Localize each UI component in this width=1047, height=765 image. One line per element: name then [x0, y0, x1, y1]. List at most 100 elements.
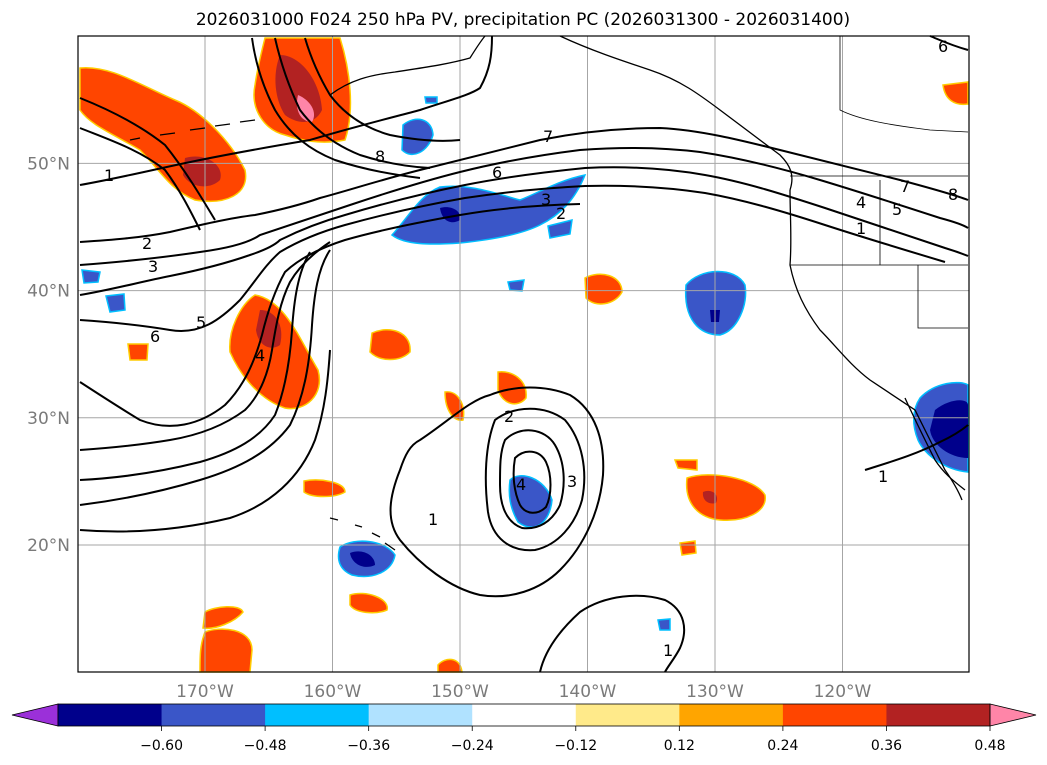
pv-label: 6 — [492, 163, 502, 182]
lat-tick-label: 50°N — [27, 154, 70, 174]
pv-contour — [304, 37, 461, 142]
figure-title: 2026031000 F024 250 hPa PV, precipitatio… — [196, 10, 850, 30]
colorbar-tick-label: −0.36 — [347, 738, 390, 754]
pv-contour — [484, 407, 586, 552]
map-panel: 1 2 3 5 6 4 7 8 6 3 2 2 3 4 1 1 1 1 4 5 … — [77, 35, 970, 673]
pv-contour — [79, 203, 581, 427]
pv-contour-labels: 1 2 3 5 6 4 7 8 6 3 2 2 3 4 1 1 1 1 4 5 … — [104, 37, 958, 660]
precip-blob — [685, 474, 766, 521]
colorbar-tick-label: 0.24 — [767, 738, 798, 754]
precip-blob — [199, 628, 253, 673]
colorbar-segment — [265, 704, 370, 726]
pv-label: 2 — [142, 234, 152, 253]
precip-blob — [657, 618, 671, 631]
latitude-labels: 50°N 40°N 30°N 20°N — [27, 154, 70, 556]
lat-tick-label: 40°N — [27, 282, 70, 302]
lon-tick-label: 120°W — [814, 682, 872, 702]
pv-contour — [498, 429, 565, 530]
pv-label: 6 — [150, 327, 160, 346]
pv-label: 1 — [878, 467, 888, 486]
pv-contour — [274, 37, 431, 169]
precip-blob — [942, 81, 969, 106]
pv-label: 1 — [104, 166, 114, 185]
precip-core — [930, 400, 968, 458]
pv-label: 8 — [948, 185, 958, 204]
pv-label: 5 — [892, 200, 902, 219]
state-border — [790, 180, 968, 329]
baja-coast — [904, 397, 966, 491]
precip-peak — [296, 95, 315, 122]
colorbar-tick-label: −0.48 — [244, 738, 287, 754]
colorbar-tick-label: −0.24 — [451, 738, 494, 754]
colorbar-segment — [782, 704, 887, 726]
alaska-coast — [329, 35, 486, 96]
precip-blob — [444, 391, 465, 421]
lon-tick-label: 130°W — [686, 682, 744, 702]
precip-blob — [679, 540, 697, 556]
pv-contour — [79, 184, 946, 332]
pv-contour — [79, 97, 216, 221]
colorbar-extend-max — [989, 703, 1037, 727]
precip-blob — [127, 343, 149, 361]
map-frame — [77, 35, 970, 673]
colorbar-segment — [368, 704, 473, 726]
colorbar-segment — [472, 704, 577, 726]
pv-label: 7 — [900, 177, 910, 196]
colorbar-tick-label: −0.12 — [554, 738, 597, 754]
pv-label: 5 — [196, 313, 206, 332]
pv-label: 1 — [428, 510, 438, 529]
precip-blob — [673, 459, 698, 471]
pv-contour — [79, 127, 201, 231]
pv-contour — [79, 349, 331, 533]
precip-core — [702, 490, 718, 504]
pv-label: 1 — [856, 219, 866, 238]
pv-contour — [389, 386, 605, 598]
lat-tick-label: 30°N — [27, 409, 70, 429]
colorbar-segment — [161, 704, 266, 726]
pv-contour — [79, 251, 311, 481]
pv-label: 1 — [663, 641, 673, 660]
precip-blob — [303, 479, 346, 498]
pv-contour — [539, 594, 686, 673]
pv-contour — [864, 424, 969, 471]
precip-blob — [684, 270, 747, 336]
precip-blob — [497, 371, 527, 405]
pv-label: 4 — [255, 346, 265, 365]
pv-label: 6 — [938, 37, 948, 56]
pv-contours — [79, 35, 969, 673]
precip-core — [350, 551, 375, 567]
pv-label: 8 — [375, 147, 385, 166]
pv-label: 2 — [556, 204, 566, 223]
precip-blob — [584, 273, 623, 305]
pv-label: 3 — [148, 257, 158, 276]
colorbar-extend-min — [11, 703, 59, 727]
pv-label: 4 — [516, 475, 526, 494]
precip-blob — [229, 294, 321, 410]
pv-contour — [79, 126, 969, 243]
coastlines — [129, 35, 969, 551]
pv-contour — [512, 450, 552, 514]
precip-blob — [81, 269, 101, 284]
pv-contour — [929, 35, 969, 51]
precip-core — [256, 310, 282, 348]
precip-blob — [349, 592, 388, 614]
colorbar-tick-label: −0.60 — [140, 738, 183, 754]
lon-tick-label: 160°W — [304, 682, 362, 702]
alaska-panhandle-coast — [559, 35, 793, 191]
pv-label: 4 — [856, 193, 866, 212]
colorbar-frame — [57, 703, 991, 727]
pv-contour — [79, 146, 969, 266]
precip-negative-shading — [81, 96, 969, 631]
colorbar-segment — [58, 704, 163, 726]
lon-tick-label: 150°W — [431, 682, 489, 702]
pv-label: 3 — [567, 472, 577, 491]
precip-positive-shading — [79, 37, 969, 673]
hawaii-islands — [329, 517, 396, 551]
colorbar: −0.60 −0.48 −0.36 −0.24 −0.12 0.12 0.24 0.36 0.4… — [11, 703, 1037, 754]
precip-blob — [105, 293, 126, 313]
precip-blob — [401, 118, 434, 156]
alaska-border — [839, 36, 969, 133]
precip-blob — [507, 279, 525, 292]
colorbar-tick-label: 0.12 — [664, 738, 695, 754]
